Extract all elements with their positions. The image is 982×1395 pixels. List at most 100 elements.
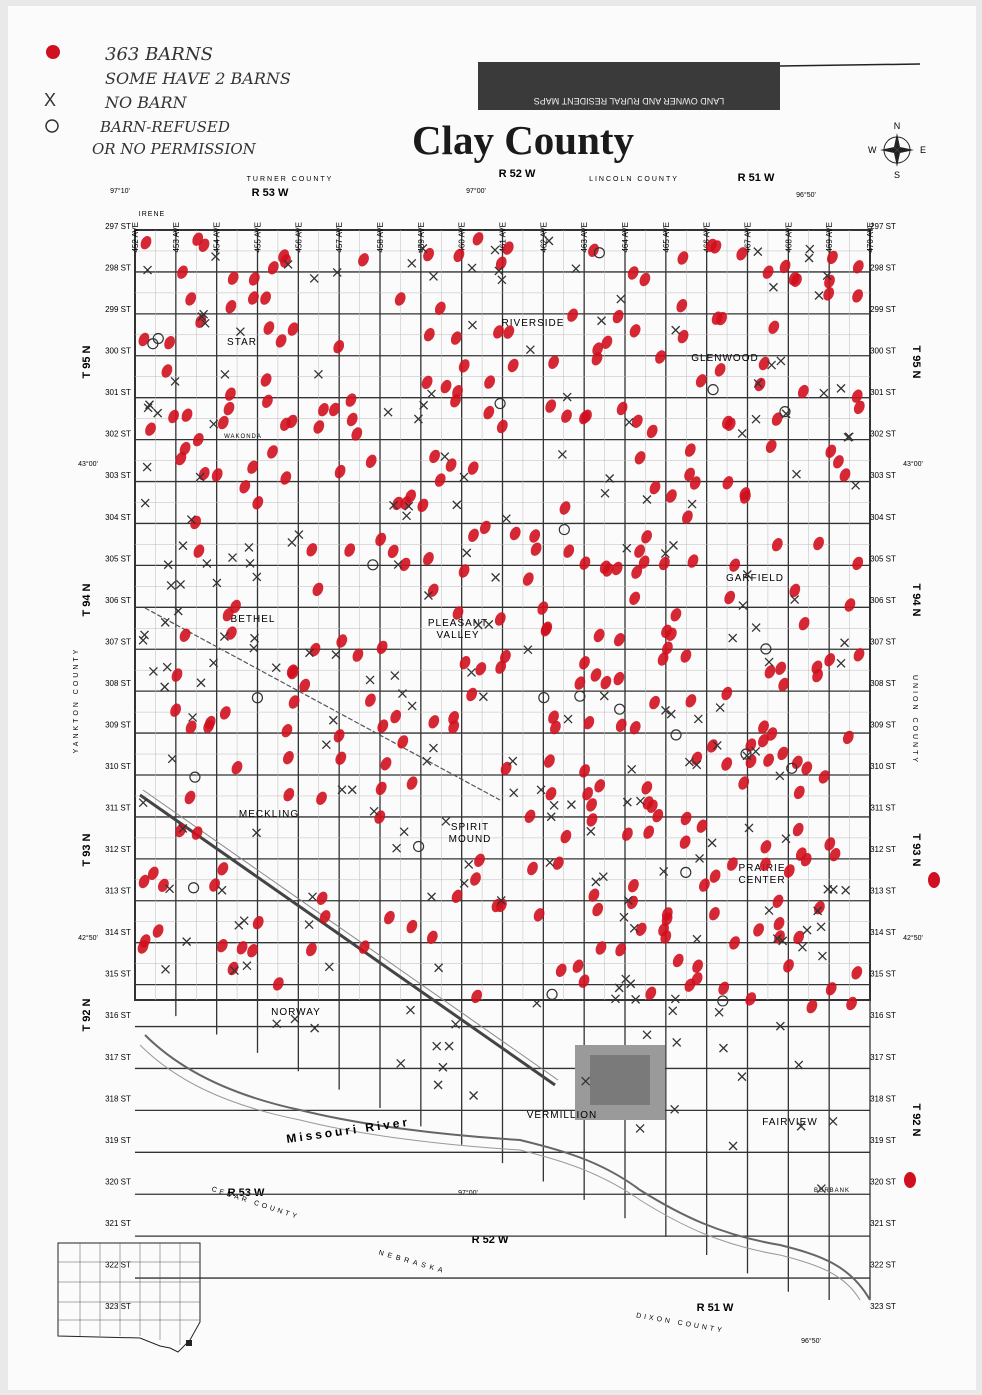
barn-dot [358, 253, 369, 267]
svg-text:97°00': 97°00' [466, 187, 486, 195]
range-53: R 53 W [252, 187, 289, 199]
barn-dot [677, 251, 689, 265]
street-label: 303 ST [870, 471, 896, 480]
street-label: 318 ST [105, 1094, 131, 1103]
barn-dot [758, 356, 770, 371]
barn-dot [434, 301, 446, 315]
no-barn-x [467, 667, 476, 677]
barn-dot [791, 755, 803, 769]
street-label: 317 ST [105, 1053, 131, 1062]
no-barn-x [672, 1037, 682, 1047]
barn-dot [445, 458, 457, 472]
no-barn-x [805, 244, 815, 254]
barn-dot [344, 543, 356, 557]
barn-dot [718, 981, 730, 995]
place-label: BETHEL [231, 614, 276, 625]
no-barn-x [614, 983, 624, 993]
no-barn-x [571, 264, 581, 274]
no-barn-x [581, 1076, 591, 1086]
barn-dot [660, 930, 672, 944]
barn-dot [641, 781, 653, 795]
barn-dot [583, 716, 595, 730]
place-label: BURBANK [814, 1188, 850, 1194]
no-barn-x [753, 247, 763, 257]
no-barn-x [328, 715, 338, 725]
no-barn-x [163, 560, 173, 570]
no-barn-x [781, 834, 791, 844]
barn-dot [627, 266, 639, 280]
township-93: T 93 N [81, 833, 93, 866]
barn-dot [421, 375, 433, 390]
barn-dot [299, 678, 311, 693]
avenue-label: 458 AVE [376, 222, 385, 253]
place-label: MOUND [449, 834, 492, 845]
street-label: 300 ST [870, 347, 896, 356]
barn-dot [225, 626, 237, 640]
refused-circle [251, 692, 264, 704]
barn-dot [758, 720, 769, 734]
place-label: NORWAY [271, 1007, 321, 1018]
barn-dot [147, 866, 159, 880]
no-barn-x [469, 1091, 479, 1100]
place-label: GLENWOOD [691, 353, 758, 364]
barn-dot [665, 489, 677, 503]
barn-dot [198, 238, 210, 252]
barn-dot [529, 529, 541, 543]
no-barn-x [331, 650, 341, 660]
barn-dot [595, 941, 607, 955]
no-barn-x [636, 796, 645, 806]
barn-dot [581, 409, 592, 423]
barn-dot [260, 291, 272, 305]
no-barn-x [467, 320, 477, 330]
barn-dot [157, 878, 169, 892]
no-barn-x [751, 623, 761, 632]
no-barn-x [775, 771, 785, 781]
railroad-north [144, 607, 501, 801]
barn-dot [726, 857, 738, 871]
barn-dot [260, 373, 272, 387]
no-barn-x [196, 678, 206, 688]
township-94: T 94 N [81, 583, 93, 616]
no-barn-x [452, 500, 462, 510]
svg-text:T 94 N: T 94 N [910, 583, 922, 616]
no-barn-x [413, 414, 423, 424]
barn-dot [590, 668, 602, 682]
no-barn-x [778, 936, 788, 946]
refused-circle-icon [45, 119, 59, 133]
barn-dot [745, 992, 757, 1006]
no-barn-x [432, 1041, 442, 1051]
street-label: 322 ST [870, 1260, 896, 1269]
svg-text:R 51 W: R 51 W [697, 1302, 734, 1314]
no-barn-x [661, 705, 670, 715]
barn-dot [548, 355, 560, 369]
barn-dot [376, 640, 388, 655]
street-label: 307 ST [105, 637, 131, 646]
place-label: FAIRVIEW [762, 1117, 818, 1128]
barn-dot [676, 299, 688, 313]
street-label: 323 ST [105, 1302, 131, 1311]
no-barn-x [802, 925, 812, 935]
street-label: 297 ST [105, 222, 131, 231]
barn-dot [365, 454, 377, 468]
street-label: 321 ST [870, 1219, 896, 1228]
barn-dot [846, 996, 858, 1011]
refused-circle [538, 692, 550, 704]
no-barn-x [402, 511, 412, 521]
barn-dot [762, 265, 774, 279]
barn-dot [495, 660, 507, 674]
barn-dot [788, 271, 800, 286]
barn-dot [680, 649, 692, 663]
barn-dot [177, 265, 188, 279]
no-barn-x [563, 714, 573, 724]
refused-circle [147, 338, 159, 350]
avenue-label: 460 AVE [458, 222, 467, 253]
street-label: 312 ST [105, 845, 131, 854]
avenue-label: 453 AVE [172, 222, 181, 253]
no-barn-x [313, 369, 323, 379]
barn-dot [179, 628, 191, 642]
avenue-label: 455 AVE [254, 222, 263, 253]
barn-dot [594, 779, 606, 793]
refused-circle [412, 840, 425, 853]
barn-dot [798, 617, 810, 631]
no-barn-x [715, 703, 725, 713]
